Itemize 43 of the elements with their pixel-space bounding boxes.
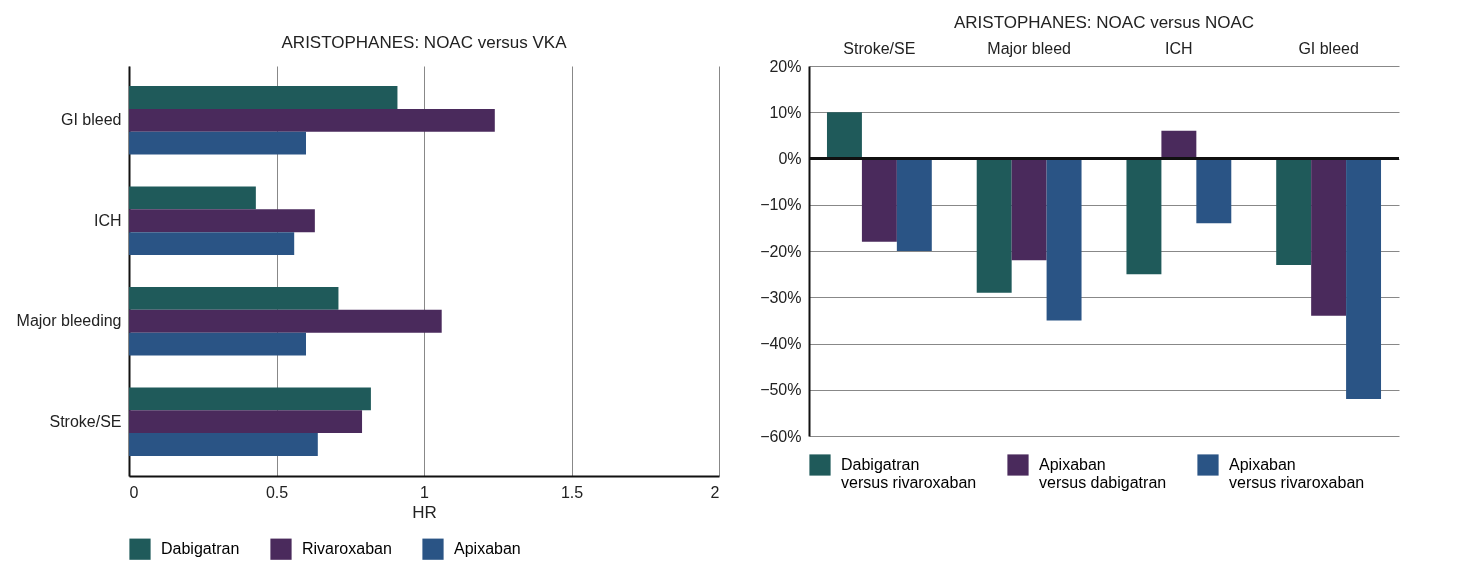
bar bbox=[1161, 130, 1197, 159]
legend-label: Apixaban versus rivaroxaban bbox=[1229, 456, 1365, 491]
x-tick-label: GI bleed bbox=[1298, 39, 1359, 57]
x-tick-label: 1 bbox=[420, 483, 430, 501]
x-tick-label: Stroke/SE bbox=[843, 39, 916, 57]
x-tick-label: Major bleed bbox=[987, 39, 1071, 57]
bar bbox=[1046, 158, 1082, 321]
bar bbox=[896, 158, 932, 251]
bar bbox=[1346, 158, 1382, 399]
y-tick-label: −50% bbox=[760, 381, 802, 399]
bar bbox=[1126, 158, 1162, 275]
chart-title: ARISTOPHANES: NOAC versus VKA bbox=[281, 33, 568, 52]
legend-label: Apixaban versus dabigatran bbox=[1039, 456, 1167, 491]
y-tick-label: 10% bbox=[769, 103, 802, 121]
bar bbox=[826, 112, 862, 159]
bar bbox=[1311, 158, 1347, 316]
y-tick-label: GI bleed bbox=[61, 111, 122, 129]
bar bbox=[861, 158, 897, 242]
legend-label: Rivaroxaban bbox=[302, 540, 392, 558]
y-tick-label: −60% bbox=[760, 427, 802, 445]
x-tick-label: 0.5 bbox=[265, 483, 289, 501]
bar bbox=[1011, 158, 1047, 261]
y-tick-label: Stroke/SE bbox=[49, 412, 122, 430]
bar bbox=[1276, 158, 1312, 265]
x-axis-title: HR bbox=[412, 502, 437, 522]
bar bbox=[976, 158, 1012, 293]
y-tick-label: 20% bbox=[769, 57, 802, 75]
legend-label: Apixaban bbox=[454, 540, 521, 558]
y-tick-label: −40% bbox=[760, 335, 802, 352]
x-tick-label: 2 bbox=[710, 483, 720, 501]
y-tick-label: −10% bbox=[760, 196, 802, 214]
y-tick-label: −30% bbox=[760, 288, 802, 306]
x-tick-label: 1.5 bbox=[560, 483, 584, 501]
legend-label: Dabigatran versus rivaroxaban bbox=[841, 456, 977, 491]
y-tick-label: −20% bbox=[760, 242, 802, 260]
y-tick-label: Major bleeding bbox=[16, 312, 122, 330]
y-tick-label: ICH bbox=[93, 211, 122, 229]
bar bbox=[1196, 158, 1232, 224]
chart-title: ARISTOPHANES: NOAC versus NOAC bbox=[953, 13, 1255, 32]
x-tick-label: ICH bbox=[1165, 39, 1193, 57]
y-tick-label: 0% bbox=[778, 150, 802, 167]
x-tick-label: 0 bbox=[129, 483, 139, 501]
legend-label: Dabigatran bbox=[161, 540, 240, 558]
